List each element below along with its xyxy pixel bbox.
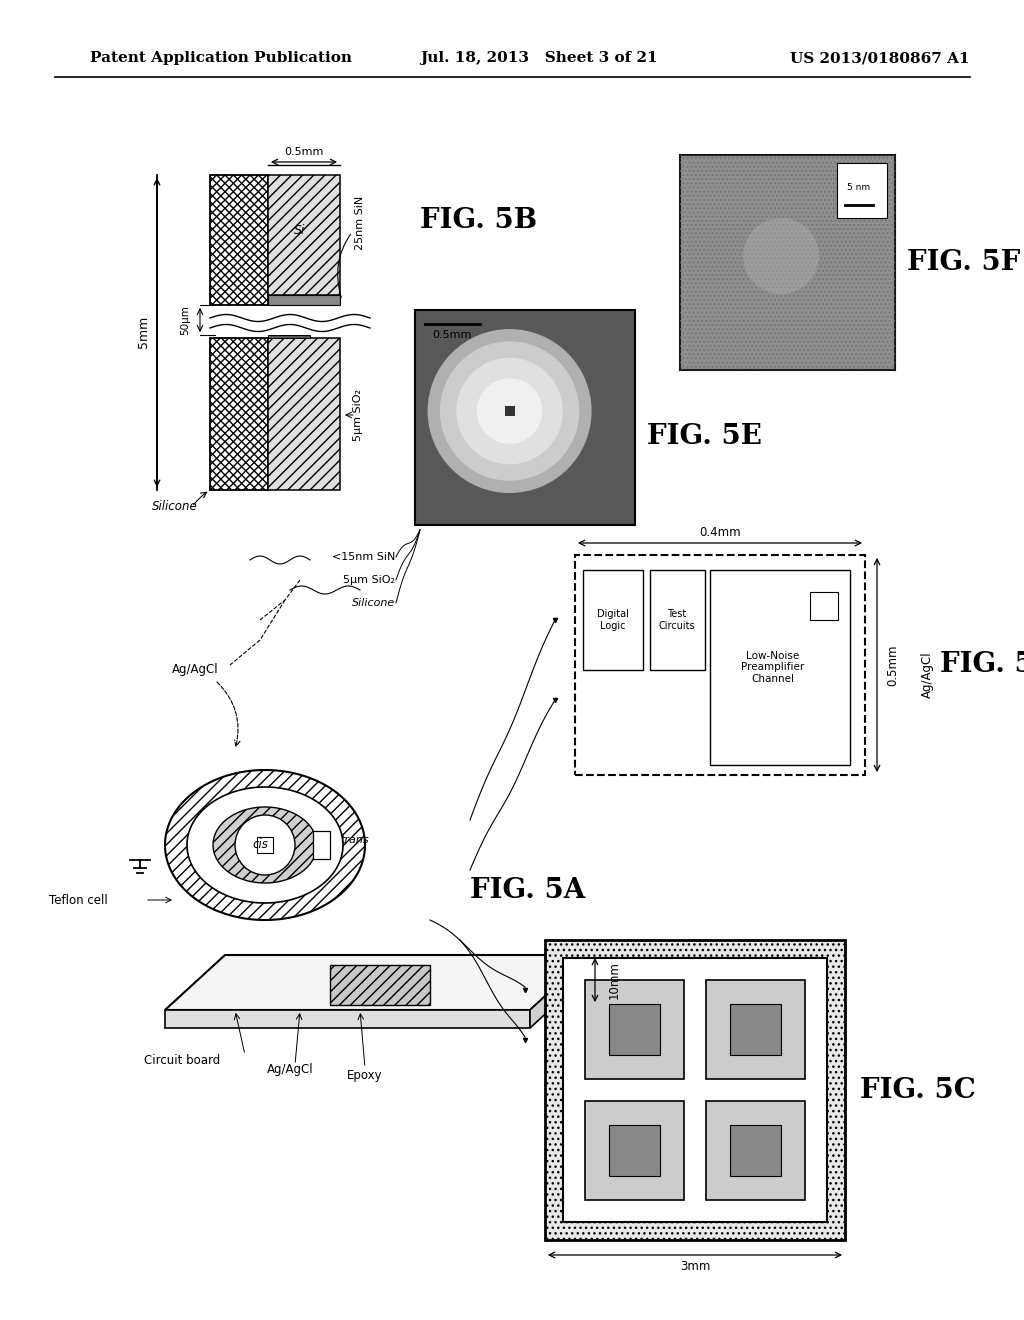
Text: 3mm: 3mm: [680, 1259, 711, 1272]
FancyBboxPatch shape: [730, 1125, 781, 1176]
Polygon shape: [165, 1010, 530, 1028]
Text: 0.5mm: 0.5mm: [887, 644, 899, 686]
Ellipse shape: [574, 954, 596, 962]
Text: FIG. 5F: FIG. 5F: [907, 248, 1020, 276]
Text: Ag/AgCl: Ag/AgCl: [266, 1064, 313, 1077]
Polygon shape: [268, 294, 340, 305]
Polygon shape: [268, 176, 340, 294]
Text: 5μm SiO₂: 5μm SiO₂: [343, 576, 395, 585]
Polygon shape: [837, 162, 887, 218]
Polygon shape: [415, 310, 635, 525]
Text: Circuit board: Circuit board: [143, 1053, 220, 1067]
Text: US 2013/0180867 A1: US 2013/0180867 A1: [790, 51, 970, 65]
Polygon shape: [268, 338, 340, 490]
Polygon shape: [530, 954, 590, 1028]
FancyBboxPatch shape: [609, 1005, 660, 1055]
Text: Ag/AgCl: Ag/AgCl: [172, 664, 218, 676]
Text: Ag/AgCl: Ag/AgCl: [921, 652, 934, 698]
Text: Digital
Logic: Digital Logic: [597, 610, 629, 631]
Ellipse shape: [574, 978, 596, 986]
FancyBboxPatch shape: [575, 554, 865, 775]
Circle shape: [440, 342, 580, 480]
Ellipse shape: [574, 997, 596, 1005]
Text: 5 nm: 5 nm: [848, 183, 870, 193]
Ellipse shape: [574, 966, 596, 974]
Text: 5μm SiO₂: 5μm SiO₂: [353, 389, 362, 441]
Ellipse shape: [574, 983, 596, 993]
Circle shape: [428, 329, 592, 494]
Polygon shape: [210, 338, 268, 490]
FancyBboxPatch shape: [563, 958, 827, 1222]
Text: 25nm SiN: 25nm SiN: [338, 195, 365, 297]
Text: Test
Circuits: Test Circuits: [658, 610, 695, 631]
Polygon shape: [268, 335, 310, 338]
Circle shape: [743, 218, 819, 294]
Polygon shape: [505, 407, 515, 416]
FancyBboxPatch shape: [710, 570, 850, 766]
Text: FIG. 5C: FIG. 5C: [860, 1077, 976, 1104]
Text: 0.4mm: 0.4mm: [699, 527, 740, 540]
Circle shape: [457, 358, 563, 465]
Text: 50μm: 50μm: [180, 305, 190, 335]
Polygon shape: [313, 832, 330, 859]
Text: Si: Si: [294, 223, 306, 236]
Text: 0.5mm: 0.5mm: [285, 147, 324, 157]
Text: Patent Application Publication: Patent Application Publication: [90, 51, 352, 65]
Circle shape: [477, 379, 543, 444]
Text: FIG. 5B: FIG. 5B: [420, 206, 538, 234]
Ellipse shape: [574, 990, 596, 998]
Polygon shape: [680, 154, 895, 370]
Text: Silicone: Silicone: [352, 598, 395, 609]
Text: <15nm SiN: <15nm SiN: [332, 552, 395, 562]
Text: FIG. 5D: FIG. 5D: [940, 652, 1024, 678]
Ellipse shape: [574, 1002, 596, 1010]
Polygon shape: [257, 837, 273, 853]
FancyBboxPatch shape: [609, 1125, 660, 1176]
Text: 0.5mm: 0.5mm: [432, 330, 472, 341]
Text: Silicone: Silicone: [153, 500, 198, 513]
Text: Teflon cell: Teflon cell: [49, 894, 108, 907]
Polygon shape: [213, 807, 317, 883]
Text: Jul. 18, 2013   Sheet 3 of 21: Jul. 18, 2013 Sheet 3 of 21: [420, 51, 657, 65]
FancyBboxPatch shape: [706, 1101, 805, 1200]
FancyBboxPatch shape: [650, 570, 705, 671]
Polygon shape: [210, 176, 268, 305]
Text: Epoxy: Epoxy: [347, 1068, 383, 1081]
Text: 5mm: 5mm: [136, 315, 150, 348]
FancyBboxPatch shape: [585, 1101, 684, 1200]
Polygon shape: [165, 954, 590, 1010]
Text: FIG. 5E: FIG. 5E: [647, 424, 762, 450]
Polygon shape: [165, 770, 365, 920]
Polygon shape: [545, 940, 845, 1239]
Text: trans: trans: [341, 836, 370, 845]
Text: cis: cis: [252, 838, 268, 851]
FancyBboxPatch shape: [810, 591, 838, 620]
Text: 10mm: 10mm: [608, 961, 621, 999]
Text: FIG. 5A: FIG. 5A: [470, 876, 586, 903]
Circle shape: [234, 814, 295, 875]
Polygon shape: [330, 965, 430, 1005]
FancyBboxPatch shape: [706, 979, 805, 1078]
FancyBboxPatch shape: [585, 979, 684, 1078]
FancyBboxPatch shape: [583, 570, 643, 671]
Polygon shape: [187, 787, 343, 903]
Text: Low-Noise
Preamplifier
Channel: Low-Noise Preamplifier Channel: [741, 651, 805, 684]
Ellipse shape: [574, 972, 596, 979]
FancyBboxPatch shape: [730, 1005, 781, 1055]
Ellipse shape: [574, 960, 596, 968]
